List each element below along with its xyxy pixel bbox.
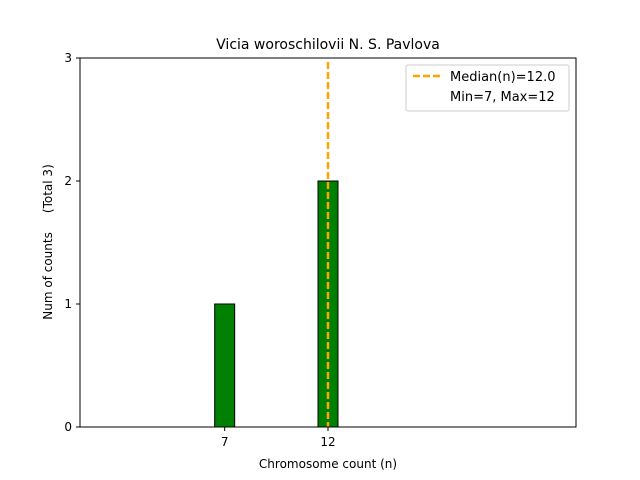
legend-median-label: Median(n)=12.0 xyxy=(450,70,556,85)
axes-frame xyxy=(79,57,577,428)
y-tick-label: 0 xyxy=(64,420,72,434)
y-axis-label: Num of counts (Total 3) xyxy=(41,164,55,319)
legend-minmax-label: Min=7, Max=12 xyxy=(450,90,555,105)
y-tick-label: 2 xyxy=(64,174,72,188)
y-tick-label: 1 xyxy=(64,297,72,311)
x-tick-label: 7 xyxy=(221,435,229,449)
y-tick-label: 3 xyxy=(64,51,72,65)
legend: Median(n)=12.0 Min=7, Max=12 xyxy=(405,64,570,112)
legend-box xyxy=(405,64,570,112)
x-tick-label: 12 xyxy=(320,435,335,449)
chart-title: Vicia woroschilovii N. S. Pavlova xyxy=(216,37,440,53)
bar xyxy=(214,303,236,428)
x-axis-label: Chromosome count (n) xyxy=(259,457,397,471)
